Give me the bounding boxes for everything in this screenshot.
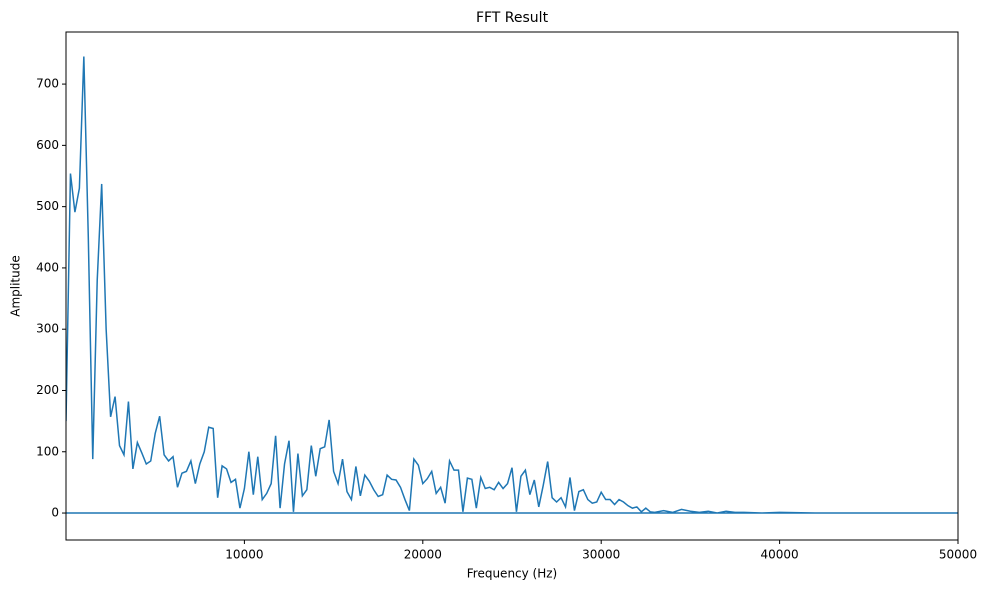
y-tick-label: 200	[36, 383, 59, 397]
y-axis-label: Amplitude	[9, 255, 23, 317]
y-tick-label: 0	[51, 506, 59, 520]
x-axis-label: Frequency (Hz)	[467, 567, 558, 581]
x-tick-label: 50000	[939, 548, 977, 562]
data-line	[66, 56, 958, 514]
x-tick-label: 10000	[225, 548, 263, 562]
chart-title: FFT Result	[476, 10, 549, 26]
plot-area	[66, 56, 958, 514]
y-tick-label: 600	[36, 138, 59, 152]
y-tick-label: 700	[36, 77, 59, 91]
x-tick-label: 40000	[761, 548, 799, 562]
x-tick-label: 20000	[404, 548, 442, 562]
y-tick-label: 400	[36, 260, 59, 274]
x-tick-label: 30000	[582, 548, 620, 562]
axes-frame	[65, 31, 959, 541]
y-tick-label: 300	[36, 322, 59, 336]
y-tick-label: 100	[36, 444, 59, 458]
y-tick-label: 500	[36, 199, 59, 213]
